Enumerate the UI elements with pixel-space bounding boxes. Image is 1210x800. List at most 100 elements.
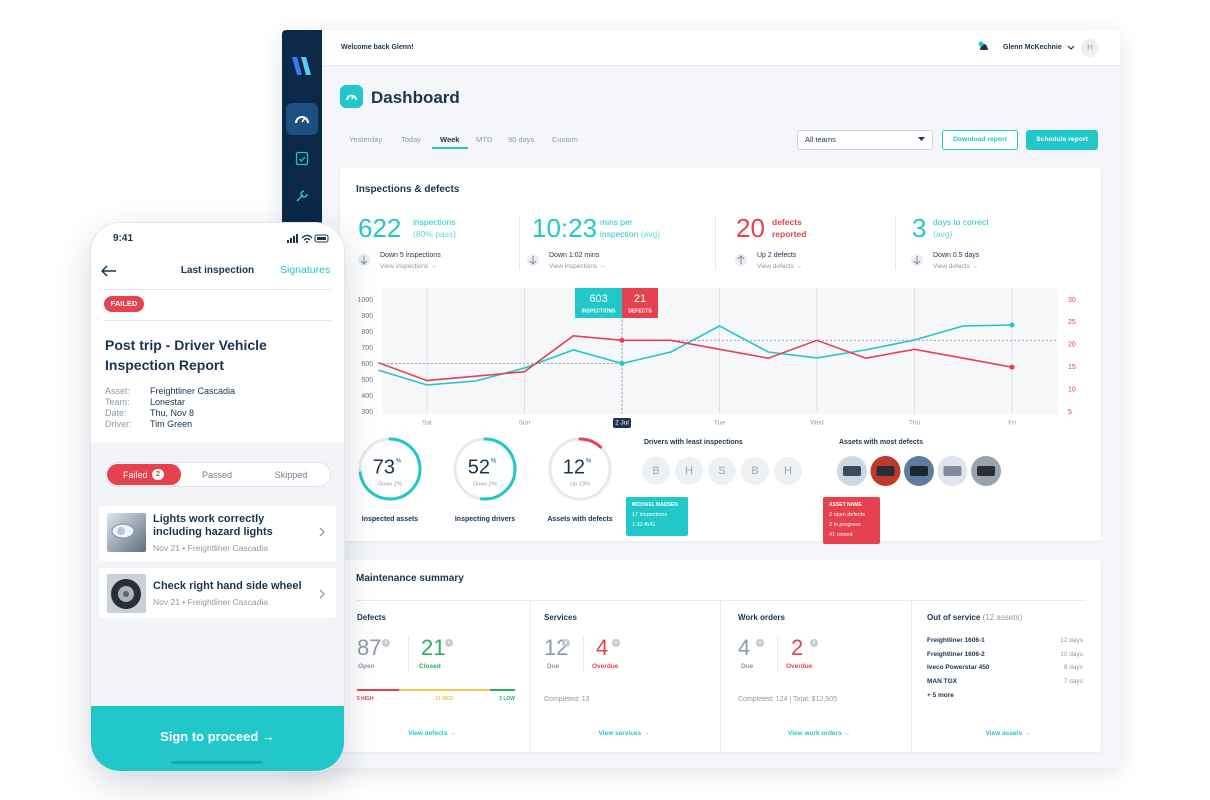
- item-sub: Nov 21 • Freightliner Cascadia: [153, 543, 268, 553]
- segment-label[interactable]: Skipped: [274, 470, 308, 480]
- asset-tooltip: [823, 497, 880, 544]
- section-title: Out of service (12 assets): [927, 613, 1022, 622]
- item-sub: Nov 21 • Freightliner Cascadia: [153, 597, 268, 607]
- driver-tooltip-text: 1:32 AVG: [632, 522, 656, 528]
- bell-icon[interactable]: [977, 40, 991, 54]
- team-select[interactable]: [797, 130, 933, 150]
- field-label: Date:: [105, 408, 127, 418]
- link[interactable]: View work orders →: [787, 730, 850, 737]
- report-title: Post trip - Driver Vehicle Inspection Re…: [105, 337, 267, 373]
- divider: [530, 600, 531, 752]
- cta-bar[interactable]: [91, 706, 344, 771]
- asset-name: MAN TGX: [927, 678, 957, 686]
- item-image: [107, 513, 146, 552]
- stat-value: 622: [358, 213, 402, 243]
- screen-title: Last inspection: [180, 265, 255, 276]
- asset-count: (12 assets): [982, 613, 1023, 622]
- driver-avatar[interactable]: H: [774, 457, 802, 485]
- severity-segment: [490, 689, 515, 691]
- driver-avatar[interactable]: H: [675, 457, 703, 485]
- asset-tooltip-text: 2 open defects: [829, 512, 866, 518]
- count: 4: [596, 635, 609, 660]
- link[interactable]: View services →: [598, 730, 650, 737]
- back-arrow[interactable]: [101, 265, 117, 277]
- user-caret: [1067, 45, 1075, 50]
- asset-tooltip-text: 41 closed: [829, 532, 853, 538]
- stat-note: (avg): [933, 229, 953, 239]
- nav-dashboard[interactable]: [286, 103, 318, 135]
- change-text: Down 1:02 mins: [549, 252, 600, 259]
- stat-note: (80% pass): [413, 229, 456, 239]
- asset-days: 12 days: [1060, 637, 1083, 644]
- select-caret: [918, 137, 925, 141]
- stat-value: 3: [912, 213, 927, 243]
- divider: [104, 289, 331, 290]
- link[interactable]: View defects →: [408, 730, 456, 737]
- stat-label: inspections (80% pass): [413, 216, 473, 240]
- change-link[interactable]: View inspections →: [549, 263, 606, 270]
- link[interactable]: View assets →: [985, 730, 1031, 737]
- download-button[interactable]: Download report: [942, 130, 1018, 150]
- change-link[interactable]: View defects →: [933, 263, 979, 270]
- section-title-text: Out of service: [927, 613, 981, 622]
- divider: [104, 320, 331, 321]
- segment-label[interactable]: Passed: [201, 470, 233, 480]
- section-title: Services: [544, 613, 577, 622]
- tab[interactable]: Yesterday: [349, 135, 383, 144]
- signatures-link[interactable]: Signatures: [280, 264, 331, 276]
- user-name[interactable]: Glenn McKechnie: [1003, 44, 1062, 51]
- change-link[interactable]: View inspections →: [380, 263, 437, 270]
- segment-active[interactable]: [107, 464, 181, 485]
- tab[interactable]: MTD: [476, 135, 493, 144]
- driver-avatar[interactable]: S: [708, 457, 736, 485]
- cta-text: Sign to proceed →: [160, 729, 275, 744]
- home-indicator: [171, 761, 263, 764]
- nav-maintenance-icon[interactable]: [295, 189, 309, 203]
- stat-label-text: days to correct: [933, 217, 989, 227]
- schedule-button[interactable]: Schedule report: [1026, 130, 1098, 150]
- tab[interactable]: Week: [440, 135, 460, 144]
- item-title: Check right hand side wheel: [153, 580, 302, 592]
- change-link[interactable]: View defects →: [757, 263, 803, 270]
- divider: [720, 600, 721, 752]
- chevron: [319, 527, 325, 537]
- tab-underline: [432, 147, 468, 149]
- driver-avatar[interactable]: B: [741, 457, 769, 485]
- more[interactable]: + 5 more: [927, 692, 954, 699]
- asset-days: 7 days: [1063, 678, 1083, 686]
- count: 21: [421, 635, 446, 660]
- severity-segment: [398, 689, 491, 691]
- field-label: Asset:: [105, 386, 131, 396]
- card-title: Maintenance summary: [356, 573, 464, 584]
- stat-divider: [519, 215, 520, 270]
- count-label: Open: [358, 663, 375, 670]
- field-value: Lonestar: [150, 397, 186, 407]
- avatar[interactable]: H: [1081, 39, 1099, 57]
- top-bar: [322, 30, 1120, 66]
- severity-label: 3 LOW: [499, 696, 515, 702]
- logo: [292, 57, 311, 75]
- driver-avatar[interactable]: B: [642, 457, 670, 485]
- change-text: Down 5 inspections: [380, 252, 441, 259]
- driver-tooltip: [626, 497, 688, 536]
- chevron: [319, 589, 325, 599]
- status-time: 9:41: [113, 233, 134, 244]
- tab[interactable]: 90 days: [508, 135, 535, 144]
- summary: Completed: 13: [544, 696, 590, 703]
- field-label: Driver:: [105, 419, 132, 429]
- stat-label: mins per inspection (avg): [600, 216, 672, 240]
- status-badge: FAILED: [104, 296, 144, 312]
- count: 4: [738, 635, 751, 660]
- title-icon: [340, 85, 363, 108]
- tab[interactable]: Custom: [552, 135, 578, 144]
- tab[interactable]: Today: [401, 135, 422, 144]
- divider: [356, 600, 1086, 601]
- title-icon-glyph: [346, 94, 357, 101]
- count-label: Due: [547, 663, 560, 670]
- phone: 9:41 Last inspection Signatures FAILED P…: [90, 222, 345, 772]
- severity-label: 5 HIGH: [357, 696, 374, 702]
- field-value: Tim Green: [150, 419, 193, 429]
- field-value: Freightliner Cascadia: [150, 386, 236, 396]
- nav-inspections-icon[interactable]: [295, 150, 309, 166]
